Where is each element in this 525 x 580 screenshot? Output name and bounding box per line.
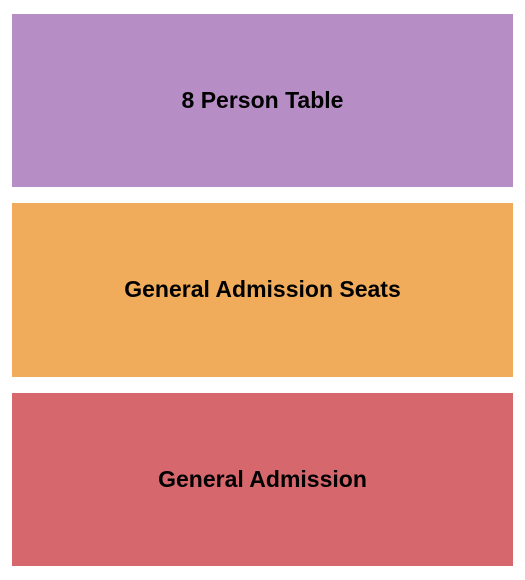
section-label: 8 Person Table: [182, 87, 344, 114]
section-ga: General Admission: [12, 393, 513, 566]
section-label: General Admission Seats: [124, 276, 401, 303]
section-table: 8 Person Table: [12, 14, 513, 187]
section-label: General Admission: [158, 466, 367, 493]
section-ga-seats: General Admission Seats: [12, 203, 513, 376]
